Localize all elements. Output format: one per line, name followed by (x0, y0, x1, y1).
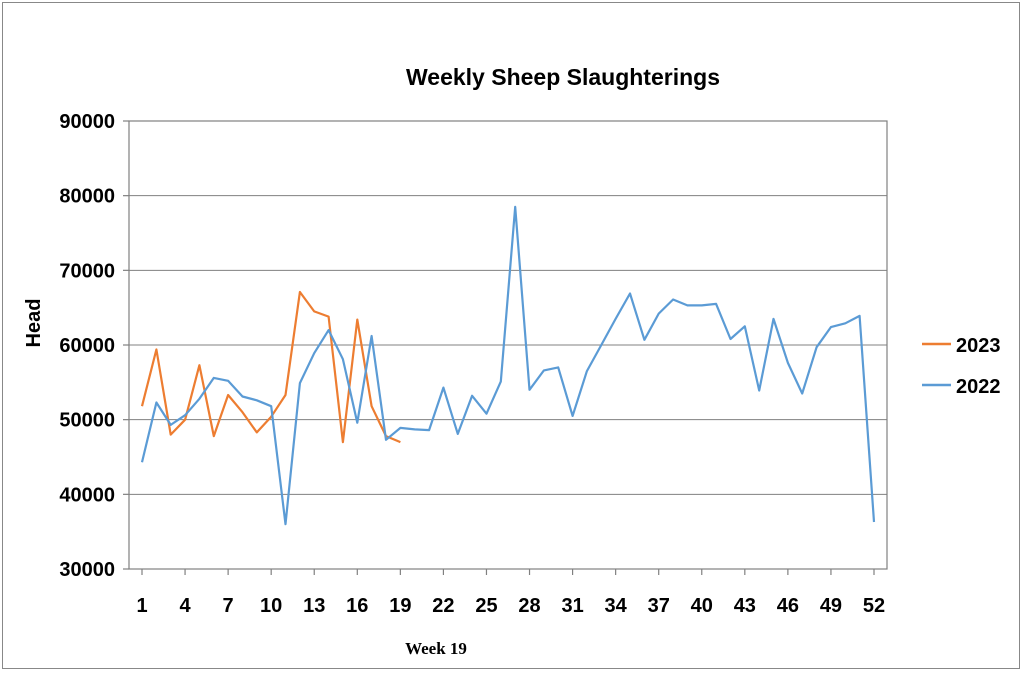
x-tick-label-14: 43 (734, 595, 756, 617)
x-tick-label-12: 37 (648, 595, 670, 617)
chart-title: Weekly Sheep Slaughterings (406, 64, 720, 90)
x-axis-ticks: 1 4 7 10 13 16 19 22 25 28 31 34 37 40 43 46 49 52 (136, 569, 885, 617)
plot-area-border (128, 120, 888, 570)
x-tick-label-15: 46 (777, 595, 799, 617)
y-tick-label-3: 60000 (59, 335, 115, 357)
x-tick-label-8: 25 (475, 595, 497, 617)
y-tick-label-4: 70000 (59, 260, 115, 282)
y-tick-label-5: 80000 (59, 186, 115, 208)
week-note: Week 19 (405, 639, 467, 658)
series-line-2023 (140, 290, 401, 444)
x-tick-label-6: 19 (389, 595, 411, 617)
x-tick-label-7: 22 (432, 595, 454, 617)
series-layer (140, 205, 876, 526)
x-tick-label-10: 31 (561, 595, 583, 617)
y-tick-label-6: 90000 (59, 111, 115, 133)
x-tick-label-3: 10 (260, 595, 282, 617)
x-tick-label-17: 52 (863, 595, 885, 617)
x-tick-label-1: 4 (179, 595, 191, 617)
legend-label-2023: 2023 (956, 335, 1001, 357)
legend: 2023 2022 (922, 335, 1001, 398)
y-tick-label-0: 30000 (59, 559, 115, 581)
legend-label-2022: 2022 (956, 376, 1001, 398)
gridlines (129, 195, 887, 495)
y-axis-ticks: 30000 40000 50000 60000 70000 80000 90000 (59, 111, 129, 581)
x-tick-label-0: 1 (136, 595, 147, 617)
x-tick-label-4: 13 (303, 595, 325, 617)
x-tick-label-16: 49 (820, 595, 842, 617)
x-tick-label-9: 28 (518, 595, 540, 617)
x-tick-label-11: 34 (605, 595, 628, 617)
x-tick-label-13: 40 (691, 595, 713, 617)
series-line-2022 (140, 205, 876, 526)
y-tick-label-1: 40000 (59, 484, 115, 506)
chart-canvas: Weekly Sheep Slaughterings 30000 40000 500… (23, 64, 1001, 658)
y-tick-label-2: 50000 (59, 410, 115, 432)
x-tick-label-2: 7 (223, 595, 234, 617)
x-tick-label-5: 16 (346, 595, 368, 617)
y-axis-label: Head (23, 299, 45, 348)
